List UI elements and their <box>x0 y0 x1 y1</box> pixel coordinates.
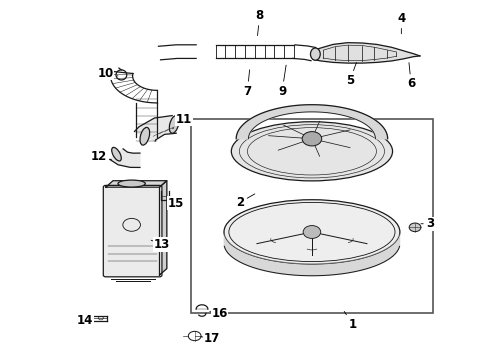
Polygon shape <box>110 149 140 167</box>
Ellipse shape <box>118 180 146 187</box>
Polygon shape <box>136 103 157 137</box>
FancyBboxPatch shape <box>103 185 162 277</box>
Circle shape <box>409 223 421 231</box>
Bar <box>191 119 433 313</box>
Ellipse shape <box>112 147 122 161</box>
Ellipse shape <box>231 122 392 181</box>
Text: 1: 1 <box>344 311 357 331</box>
Text: 9: 9 <box>278 65 286 98</box>
Polygon shape <box>293 45 316 61</box>
Text: 17: 17 <box>201 332 220 345</box>
Ellipse shape <box>170 116 179 133</box>
Text: 7: 7 <box>244 70 251 98</box>
Polygon shape <box>111 71 157 103</box>
Text: 5: 5 <box>346 63 356 87</box>
Text: 15: 15 <box>168 197 184 210</box>
Text: 8: 8 <box>255 9 264 36</box>
Text: 12: 12 <box>90 150 111 163</box>
Text: 2: 2 <box>236 194 255 209</box>
Text: 3: 3 <box>421 217 435 230</box>
Circle shape <box>303 226 321 238</box>
Polygon shape <box>106 181 167 187</box>
Text: 14: 14 <box>76 314 93 327</box>
Polygon shape <box>236 105 388 139</box>
Ellipse shape <box>140 127 149 145</box>
Polygon shape <box>314 42 420 63</box>
Text: 10: 10 <box>98 67 118 80</box>
Polygon shape <box>158 45 196 60</box>
Text: 11: 11 <box>172 113 192 129</box>
Ellipse shape <box>311 48 320 60</box>
Polygon shape <box>159 181 167 275</box>
Text: 16: 16 <box>210 307 228 320</box>
Text: 6: 6 <box>407 63 415 90</box>
Ellipse shape <box>224 200 400 264</box>
Polygon shape <box>134 116 176 141</box>
Text: 4: 4 <box>397 12 406 34</box>
Circle shape <box>302 132 322 146</box>
Polygon shape <box>224 235 399 276</box>
Text: 13: 13 <box>151 238 170 251</box>
